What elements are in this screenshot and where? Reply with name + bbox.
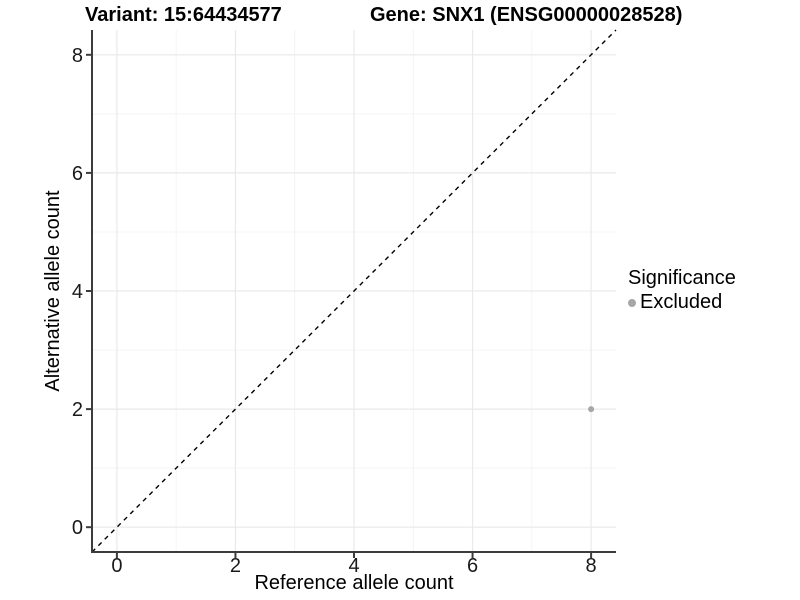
identity-line xyxy=(91,29,617,553)
x-tick-label: 2 xyxy=(230,555,241,577)
data-point-excluded xyxy=(588,406,595,413)
x-tick-label: 0 xyxy=(111,555,122,577)
x-tick-label: 4 xyxy=(348,555,359,577)
x-axis-title: Reference allele count xyxy=(254,572,454,594)
y-tick-label: 6 xyxy=(72,163,83,185)
legend-point-icon xyxy=(628,298,636,307)
x-tick-label: 8 xyxy=(586,555,597,577)
y-tick-label: 8 xyxy=(72,45,83,67)
legend-entry-label: Excluded xyxy=(640,291,723,313)
y-tick-label: 2 xyxy=(72,399,83,421)
legend: Significance Excluded xyxy=(628,267,736,314)
legend-entry-excluded: Excluded xyxy=(628,291,736,314)
plot-title-gene: Gene: SNX1 (ENSG00000028528) xyxy=(370,4,683,26)
y-tick-label: 4 xyxy=(72,281,83,303)
plot-title-variant: Variant: 15:64434577 xyxy=(85,4,282,26)
y-tick-label: 0 xyxy=(72,517,83,539)
x-tick-label: 6 xyxy=(467,555,478,577)
legend-title: Significance xyxy=(628,267,736,289)
